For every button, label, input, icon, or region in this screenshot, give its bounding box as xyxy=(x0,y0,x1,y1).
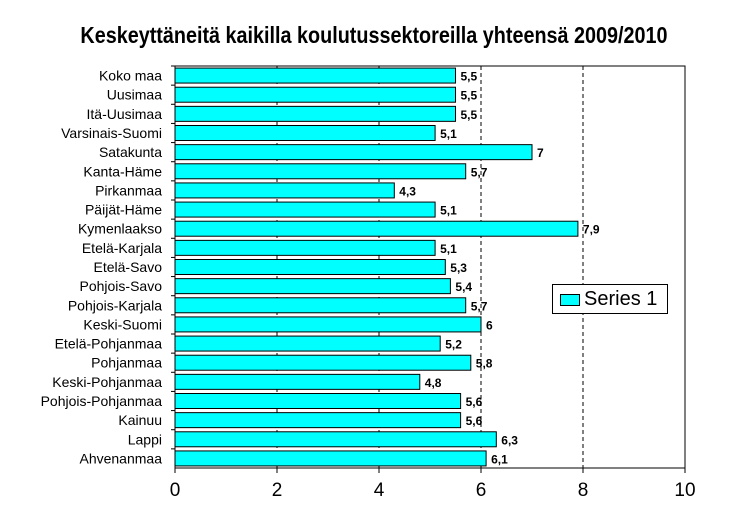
bar xyxy=(174,393,462,409)
x-tick-label: 2 xyxy=(272,480,283,501)
category-label: Varsinais-Suomi xyxy=(61,125,162,141)
value-label: 5,8 xyxy=(476,357,493,371)
value-label: 5,5 xyxy=(461,89,478,103)
category-label: Kymenlaakso xyxy=(78,221,162,237)
category-label: Etelä-Savo xyxy=(94,259,163,275)
legend-label: Series 1 xyxy=(584,288,658,310)
x-tick-label: 4 xyxy=(374,480,385,501)
category-label: Uusimaa xyxy=(107,87,162,103)
value-label: 5,5 xyxy=(461,108,478,122)
value-label: 6 xyxy=(486,318,493,332)
bar xyxy=(174,86,456,103)
value-label: 5,1 xyxy=(440,127,457,141)
value-label: 7 xyxy=(537,146,544,160)
bar xyxy=(174,431,497,448)
value-label: 5,2 xyxy=(445,338,462,352)
category-label: Ahvenanmaa xyxy=(79,450,162,466)
category-label: Keski-Suomi xyxy=(83,316,162,332)
bar xyxy=(174,125,436,141)
x-tick-label: 10 xyxy=(674,480,695,501)
category-labels: Koko maa Uusimaa Itä-Uusimaa Varsinais-Suom… xyxy=(41,65,175,466)
bar xyxy=(174,278,451,295)
bar xyxy=(174,316,482,333)
bar xyxy=(174,373,421,390)
value-label: 5,7 xyxy=(471,299,488,313)
value-label: 7,9 xyxy=(583,223,600,237)
category-label: Pohjois-Karjala xyxy=(68,297,162,313)
bar xyxy=(174,450,487,467)
value-label: 5,6 xyxy=(466,414,483,428)
value-labels: 5,5 5,5 5,5 5,1 7 5,7 4,3 5,1 7,9 5,1 5,3 5,4 5,7 6 5,… xyxy=(399,70,600,467)
bar xyxy=(174,220,579,237)
value-label: 5,1 xyxy=(440,242,457,256)
bar xyxy=(174,259,446,275)
bar xyxy=(174,144,533,161)
legend-swatch xyxy=(560,294,580,306)
category-label: Lappi xyxy=(128,431,162,447)
x-axis-ticks: 0 2 4 6 8 10 xyxy=(170,468,696,501)
value-label: 5,5 xyxy=(461,70,478,84)
x-tick-label: 6 xyxy=(476,480,487,501)
legend: Series 1 xyxy=(552,284,668,314)
category-label: Koko maa xyxy=(99,68,162,84)
bar xyxy=(174,354,472,371)
bar xyxy=(174,105,456,122)
bar xyxy=(174,163,467,180)
category-label: Etelä-Pohjanmaa xyxy=(55,336,163,352)
category-label: Kainuu xyxy=(118,412,162,428)
bar xyxy=(174,182,395,199)
category-label: Satakunta xyxy=(99,144,162,160)
value-label: 5,1 xyxy=(440,204,457,218)
x-tick-label: 0 xyxy=(170,480,181,501)
category-label: Itä-Uusimaa xyxy=(87,106,163,122)
category-label: Etelä-Karjala xyxy=(82,240,162,256)
category-label: Pohjois-Savo xyxy=(80,278,163,294)
category-label: Kanta-Häme xyxy=(83,163,162,179)
value-label: 4,8 xyxy=(425,376,442,390)
value-label: 4,3 xyxy=(399,184,416,198)
bar xyxy=(174,67,456,84)
value-label: 6,3 xyxy=(501,433,518,447)
category-label: Pohjois-Pohjanmaa xyxy=(41,393,163,409)
value-label: 6,1 xyxy=(491,452,508,466)
value-label: 5,4 xyxy=(455,280,472,294)
category-label: Pohjanmaa xyxy=(91,355,162,371)
category-label: Pirkanmaa xyxy=(95,182,162,198)
category-label: Keski-Pohjanmaa xyxy=(52,374,162,390)
bar xyxy=(174,335,441,352)
bar xyxy=(174,412,462,429)
chart-title: Keskeyttäneitä kaikilla koulutussektorei… xyxy=(80,22,668,48)
category-label: Päijät-Häme xyxy=(85,202,162,218)
bar xyxy=(174,297,467,314)
value-label: 5,3 xyxy=(450,261,467,275)
value-label: 5,6 xyxy=(466,395,483,409)
x-tick-label: 8 xyxy=(578,480,589,501)
value-label: 5,7 xyxy=(471,165,488,179)
bars xyxy=(174,67,579,467)
bar xyxy=(174,201,436,218)
bar xyxy=(174,239,436,256)
